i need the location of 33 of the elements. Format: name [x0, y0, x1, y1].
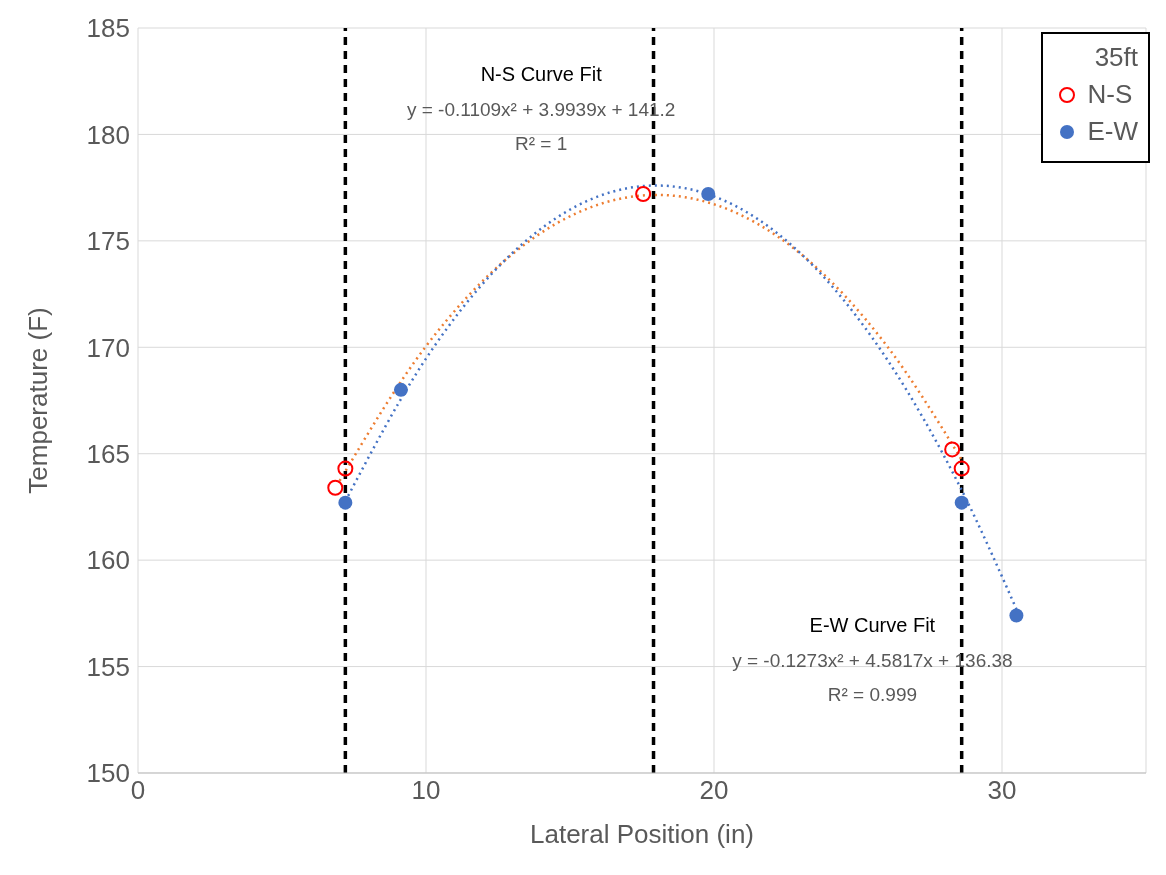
x-axis-title: Lateral Position (in) — [530, 819, 754, 849]
point — [953, 460, 970, 477]
x-tick-label: 30 — [987, 775, 1017, 806]
annotation: E-W Curve Fit — [808, 614, 937, 638]
point — [393, 382, 408, 397]
point — [338, 495, 353, 510]
y-tick-label: 160 — [86, 545, 130, 576]
annotation: y = -0.1109x² + 3.9939x + 141.2 — [405, 99, 677, 121]
y-tick-label: 155 — [86, 651, 130, 682]
point — [635, 186, 652, 203]
y-tick-label: 180 — [86, 119, 130, 150]
point — [954, 495, 969, 510]
x-tick-label: 10 — [411, 775, 441, 806]
point — [701, 187, 716, 202]
annotation: R² = 0.999 — [826, 684, 918, 707]
y-tick-label: 175 — [86, 226, 130, 257]
point — [1009, 608, 1024, 623]
y-tick-label: 150 — [86, 758, 130, 789]
annotation: y = -0.1273x² + 4.5817x + 136.38 — [731, 650, 1014, 673]
annotation: R² = 1 — [514, 133, 569, 156]
y-tick-label: 170 — [86, 332, 130, 363]
y-tick-label: 165 — [86, 438, 130, 469]
x-tick-label: 20 — [699, 775, 729, 806]
y-tick-label: 185 — [86, 13, 130, 44]
point — [327, 479, 344, 496]
point — [944, 441, 961, 458]
y-axis-title: Temperature (F) — [23, 307, 54, 494]
legend-label: N-S — [1087, 79, 1133, 110]
legend-label: E-W — [1087, 116, 1138, 147]
x-tick-label: 0 — [130, 775, 146, 806]
point — [337, 460, 354, 477]
legend-title: 35ft — [1093, 42, 1138, 73]
annotation: N-S Curve Fit — [479, 62, 603, 86]
